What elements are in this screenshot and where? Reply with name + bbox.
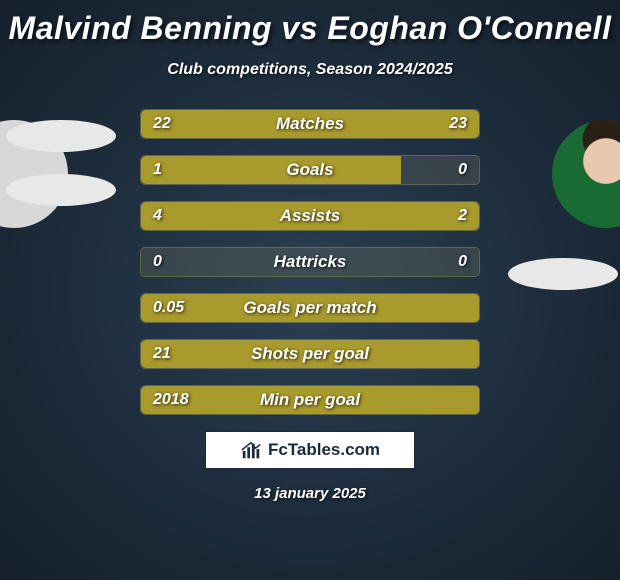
placeholder-ellipse	[508, 258, 618, 290]
stat-value-right: 0	[446, 248, 479, 276]
stat-fill-right	[306, 110, 479, 138]
stat-row: 2018Min per goal	[140, 385, 480, 415]
stat-fill-left	[141, 386, 479, 414]
brand-text: FcTables.com	[268, 440, 380, 460]
stat-row: 42Assists	[140, 201, 480, 231]
stat-value-right: 0	[446, 156, 479, 184]
stat-fill-left	[141, 110, 306, 138]
stat-value-left: 0	[141, 248, 174, 276]
stat-row: 21Shots per goal	[140, 339, 480, 369]
stat-label: Hattricks	[141, 248, 479, 276]
placeholder-ellipse	[6, 120, 116, 152]
page-title: Malvind Benning vs Eoghan O'Connell	[0, 0, 620, 47]
stat-fill-left	[141, 294, 479, 322]
stat-row: 2223Matches	[140, 109, 480, 139]
brand-badge: FcTables.com	[205, 431, 415, 469]
stat-row: 0 0Hattricks	[140, 247, 480, 277]
player-right-avatar	[552, 120, 620, 228]
stat-fill-left	[141, 340, 479, 368]
stat-fill-left	[141, 156, 401, 184]
stat-fill-left	[141, 202, 366, 230]
placeholder-ellipse	[6, 174, 116, 206]
chart-icon	[240, 439, 262, 461]
stat-row: 10Goals	[140, 155, 480, 185]
stat-row: 0.05Goals per match	[140, 293, 480, 323]
stats-bars: 2223Matches10Goals42Assists00Hattricks0.…	[140, 109, 480, 415]
subtitle: Club competitions, Season 2024/2025	[0, 61, 620, 79]
stat-fill-right	[366, 202, 479, 230]
date-label: 13 january 2025	[0, 485, 620, 502]
